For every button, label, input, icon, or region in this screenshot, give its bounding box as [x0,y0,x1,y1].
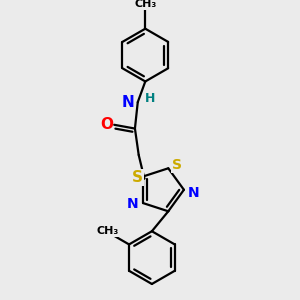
Text: H: H [145,92,155,105]
Text: CH₃: CH₃ [134,0,156,9]
Text: O: O [100,117,113,132]
Text: CH₃: CH₃ [97,226,119,236]
Text: N: N [188,186,199,200]
Text: S: S [172,158,182,172]
Text: N: N [122,95,135,110]
Text: S: S [132,170,143,185]
Text: N: N [127,197,139,211]
